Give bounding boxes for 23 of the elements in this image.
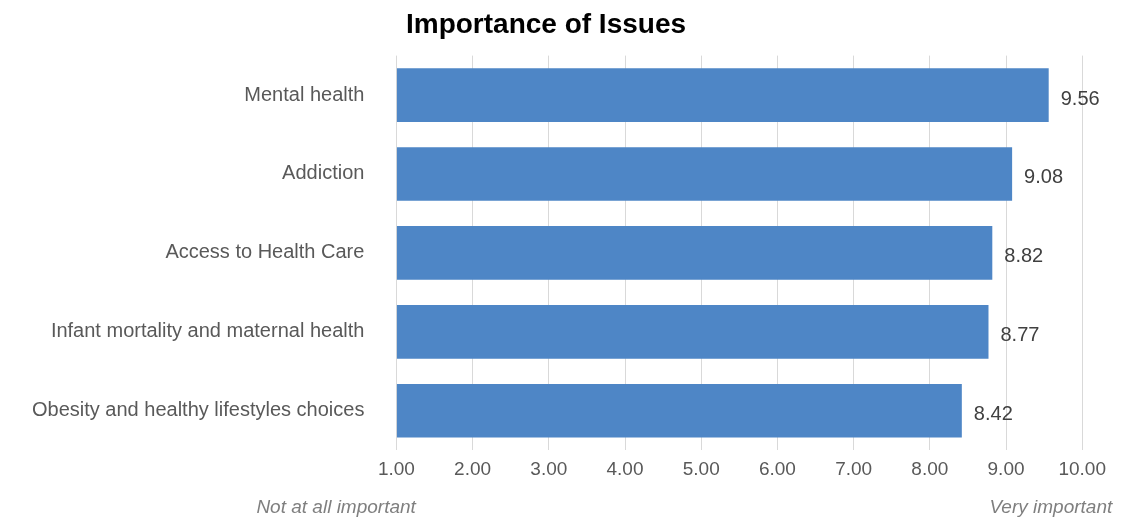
data-label: 8.42 bbox=[973, 402, 1013, 425]
x-tick-label: 3.00 bbox=[530, 457, 568, 479]
y-tick-label: Access to Health Care bbox=[165, 240, 365, 263]
data-label: 9.56 bbox=[1060, 86, 1100, 109]
x-tick-label: 7.00 bbox=[835, 457, 873, 479]
chart-title: Importance of Issues bbox=[405, 7, 687, 39]
x-tick-label: 4.00 bbox=[606, 457, 644, 479]
y-tick-label: Infant mortality and maternal health bbox=[50, 319, 365, 342]
x-tick-label: 6.00 bbox=[758, 457, 796, 479]
x-tick-label: 10.00 bbox=[1058, 457, 1106, 479]
data-label: 8.77 bbox=[1000, 323, 1040, 346]
x-tick-label: 1.00 bbox=[377, 457, 415, 479]
x-tick-label: 5.00 bbox=[682, 457, 720, 479]
text: Very important bbox=[989, 495, 1113, 517]
y-tick-label: Obesity and healthy lifestyles choices bbox=[31, 398, 365, 421]
y-tick-label: Mental health bbox=[244, 82, 365, 105]
y-tick-label: Addiction bbox=[282, 161, 365, 184]
x-tick-label: 2.00 bbox=[454, 457, 492, 479]
data-label: 9.08 bbox=[1024, 165, 1064, 188]
x-tick-label: 8.00 bbox=[911, 457, 949, 479]
data-label: 8.82 bbox=[1004, 244, 1044, 267]
text: Not at all important bbox=[256, 495, 417, 517]
x-tick-label: 9.00 bbox=[987, 457, 1025, 479]
